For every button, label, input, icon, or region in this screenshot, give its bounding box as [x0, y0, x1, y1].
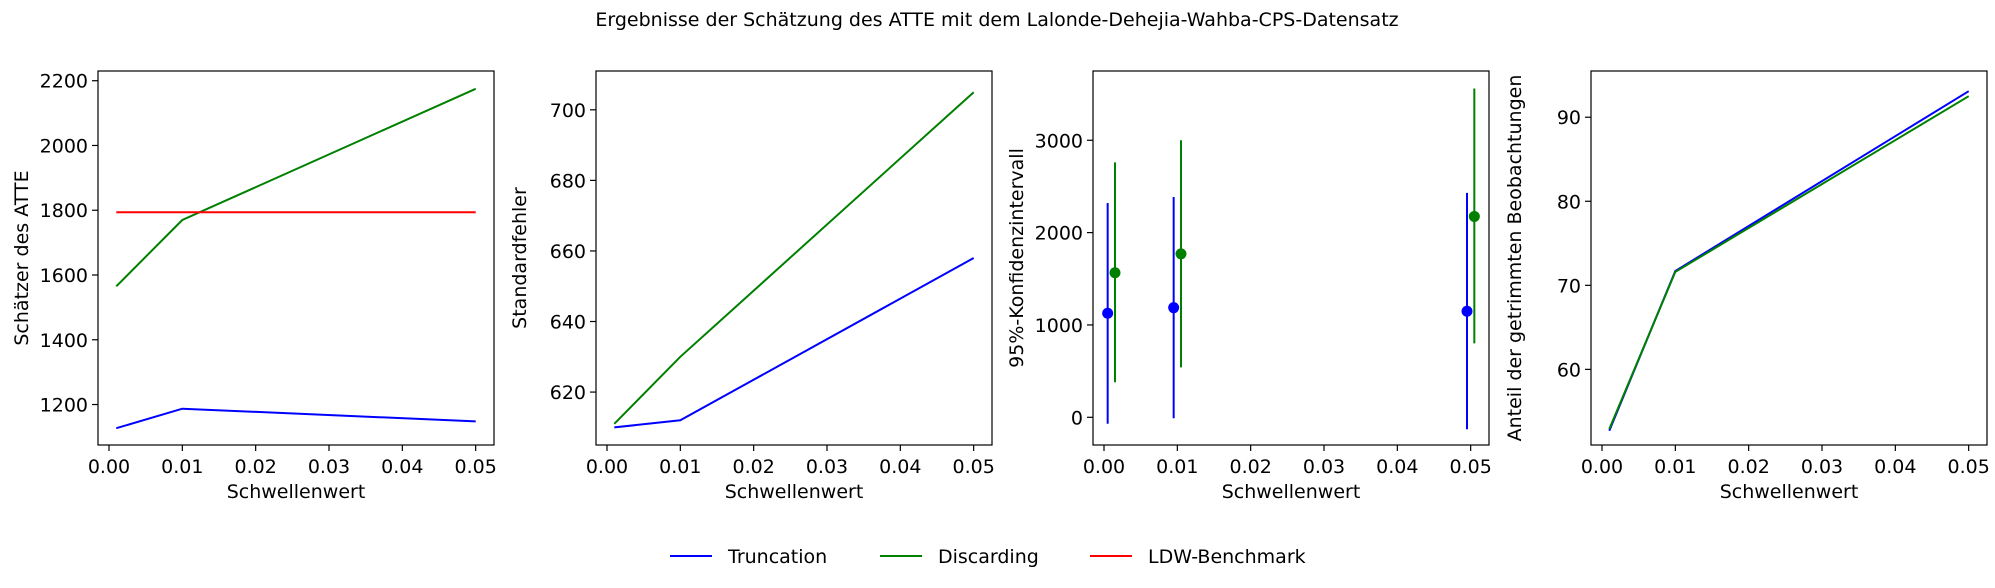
y-tick-label: 90: [1557, 107, 1581, 129]
legend-label-ldw-benchmark: LDW-Benchmark: [1148, 546, 1306, 568]
x-tick-label: 0.03: [308, 456, 350, 478]
x-tick-label: 0.04: [381, 456, 423, 478]
y-axis-label: Anteil der getrimmten Beobachtungen: [1504, 75, 1526, 442]
x-tick-label: 0.02: [733, 456, 775, 478]
y-tick-label: 80: [1557, 191, 1581, 213]
x-tick-label: 0.05: [953, 456, 995, 478]
x-axis-label: Schwellenwert: [725, 481, 864, 503]
subplots: 0.00 0.01 0.02 0.03 0.04 0.05 1200 1400 1600 1800…: [11, 70, 1990, 503]
y-tick-label: 2000: [1035, 223, 1083, 245]
axes-frame: [595, 70, 993, 446]
x-tick-label: 0.02: [1230, 456, 1272, 478]
y-tick-label: 60: [1557, 359, 1581, 381]
y-axis-label: 95%-Konfidenzintervall: [1006, 148, 1028, 368]
y-tick-label: 700: [550, 100, 586, 122]
legend: Truncation Discarding LDW-Benchmark: [670, 546, 1306, 568]
y-tick-label: 0: [1071, 407, 1083, 429]
y-tick-label: 1000: [1035, 315, 1083, 337]
x-tick-label: 0.04: [1376, 456, 1418, 478]
y-tick-label: 620: [550, 382, 586, 404]
series-line-discarding: [613, 91, 975, 425]
point-truncation-1: [1102, 307, 1114, 319]
x-tick-label: 0.04: [1874, 456, 1916, 478]
x-axis-label: Schwellenwert: [1720, 481, 1859, 503]
x-tick-label: 0.01: [1654, 456, 1696, 478]
subplot-3: 0.00 0.01 0.02 0.03 0.04 0.05 0 1000 2000 3000 Sch…: [1006, 70, 1492, 503]
y-axis-label: Standardfehler: [509, 187, 531, 329]
point-truncation-2: [1168, 302, 1180, 314]
figure-title: Ergebnisse der Schätzung des ATTE mit de…: [595, 9, 1398, 31]
y-tick-label: 1200: [40, 395, 88, 417]
subplot-1: 0.00 0.01 0.02 0.03 0.04 0.05 1200 1400 1600 1800…: [11, 70, 497, 503]
y-tick-label: 1800: [40, 200, 88, 222]
x-tick-label: 0.01: [161, 456, 203, 478]
y-tick-label: 2000: [40, 135, 88, 157]
x-tick-label: 0.04: [879, 456, 921, 478]
x-tick-label: 0.02: [235, 456, 277, 478]
y-tick-label: 640: [550, 312, 586, 334]
point-discarding-3: [1468, 210, 1480, 222]
x-tick-label: 0.03: [1801, 456, 1843, 478]
legend-label-truncation: Truncation: [727, 546, 827, 568]
y-tick-label: 70: [1557, 275, 1581, 297]
series-line-truncation: [614, 257, 975, 429]
axes-frame: [97, 70, 495, 446]
x-tick-label: 0.01: [659, 456, 701, 478]
point-truncation-3: [1461, 305, 1473, 317]
x-axis-label: Schwellenwert: [1222, 481, 1361, 503]
x-tick-label: 0.02: [1728, 456, 1770, 478]
x-tick-label: 0.00: [88, 456, 130, 478]
y-tick-label: 680: [550, 170, 586, 192]
x-tick-label: 0.03: [806, 456, 848, 478]
series-line-discarding: [115, 87, 477, 288]
series-line-truncation: [116, 407, 476, 430]
y-tick-label: 1400: [40, 330, 88, 352]
x-tick-label: 0.05: [1450, 456, 1492, 478]
x-tick-label: 0.01: [1156, 456, 1198, 478]
axes-frame: [1092, 70, 1490, 446]
y-tick-label: 2200: [40, 71, 88, 93]
x-tick-label: 0.05: [1948, 456, 1990, 478]
y-tick-label: 3000: [1035, 130, 1083, 152]
y-tick-label: 660: [550, 241, 586, 263]
point-discarding-1: [1109, 267, 1121, 279]
x-tick-label: 0.00: [586, 456, 628, 478]
subplot-2: 0.00 0.01 0.02 0.03 0.04 0.05 620 640 660 680 700 S…: [509, 70, 995, 503]
x-tick-label: 0.00: [1581, 456, 1623, 478]
x-axis-label: Schwellenwert: [227, 481, 366, 503]
series-line-discarding: [1608, 95, 1970, 430]
y-axis-label: Schätzer des ATTE: [11, 170, 33, 345]
point-discarding-2: [1175, 248, 1187, 260]
subplot-4: 0.00 0.01 0.02 0.03 0.04 0.05 60 70 80 90 Schwelle…: [1504, 70, 1990, 503]
axes-frame: [1590, 70, 1988, 446]
x-tick-label: 0.00: [1083, 456, 1125, 478]
x-tick-label: 0.03: [1303, 456, 1345, 478]
y-tick-label: 1600: [40, 265, 88, 287]
x-tick-label: 0.05: [455, 456, 497, 478]
legend-label-discarding: Discarding: [938, 546, 1039, 568]
